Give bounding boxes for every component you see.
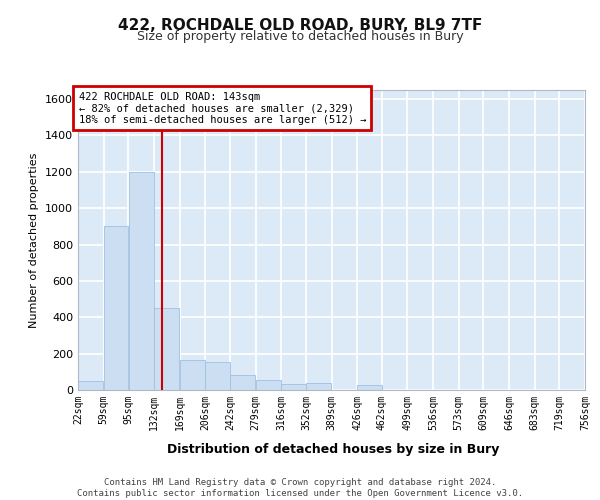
Bar <box>180 360 205 390</box>
Y-axis label: Number of detached properties: Number of detached properties <box>29 152 40 328</box>
Bar <box>281 384 305 390</box>
Text: Contains HM Land Registry data © Crown copyright and database right 2024.
Contai: Contains HM Land Registry data © Crown c… <box>77 478 523 498</box>
Bar <box>128 172 154 390</box>
Text: Distribution of detached houses by size in Bury: Distribution of detached houses by size … <box>167 442 499 456</box>
Bar <box>256 380 281 390</box>
Bar <box>358 385 382 390</box>
Bar <box>306 382 331 390</box>
Bar <box>230 376 255 390</box>
Bar <box>78 381 103 390</box>
Bar <box>154 308 179 390</box>
Text: Size of property relative to detached houses in Bury: Size of property relative to detached ho… <box>137 30 463 43</box>
Bar <box>104 226 128 390</box>
Bar <box>205 362 230 390</box>
Text: 422, ROCHDALE OLD ROAD, BURY, BL9 7TF: 422, ROCHDALE OLD ROAD, BURY, BL9 7TF <box>118 18 482 32</box>
Text: 422 ROCHDALE OLD ROAD: 143sqm
← 82% of detached houses are smaller (2,329)
18% o: 422 ROCHDALE OLD ROAD: 143sqm ← 82% of d… <box>79 92 366 124</box>
